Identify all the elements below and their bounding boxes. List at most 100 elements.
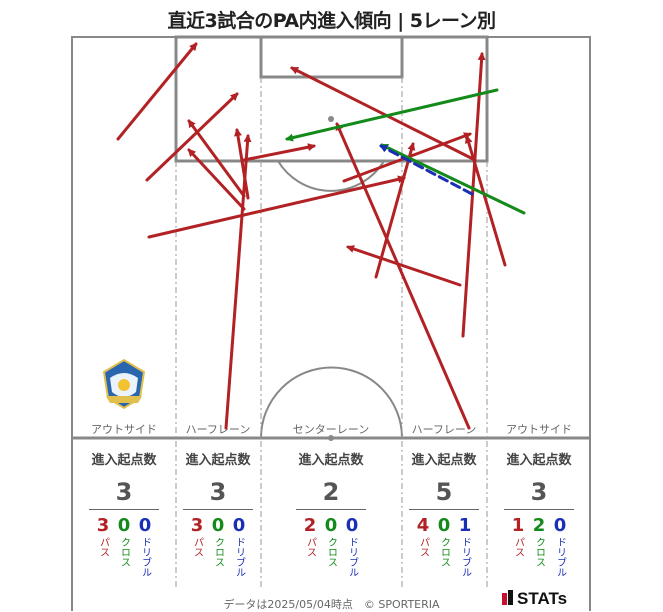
- cross-arrow: [380, 143, 526, 215]
- pass-arrow: [242, 143, 316, 162]
- cross-arrow: [285, 88, 499, 142]
- cross-label: クロス: [325, 537, 337, 567]
- dribble-label: ドリブル: [139, 537, 151, 577]
- cross-count: 0 クロス: [116, 516, 133, 577]
- pass-count-value: 4: [416, 515, 430, 536]
- dribble-count-value: 1: [458, 515, 472, 536]
- cross-count-value: 0: [117, 515, 131, 536]
- lane-stat-4: 進入起点数 5 4 パス 0 クロス 1 ドリブル: [396, 452, 492, 577]
- stat-total: 5: [435, 478, 453, 506]
- page-title: 直近3試合のPA内進入傾向 | 5レーン別: [167, 10, 496, 32]
- lane-name-1: アウトサイド: [91, 423, 157, 436]
- brand-logo: STATs: [502, 589, 567, 609]
- stat-divider: [183, 509, 253, 510]
- stat-divider: [504, 509, 574, 510]
- cross-count: 2 クロス: [531, 516, 548, 577]
- cross-count-value: 0: [211, 515, 225, 536]
- pass-arrow: [346, 245, 462, 287]
- pass-arrow: [187, 119, 246, 198]
- pass-count-value: 1: [511, 515, 525, 536]
- pass-arrow: [234, 128, 250, 200]
- brand-mark-icon: [502, 593, 507, 605]
- pass-arrow: [187, 148, 246, 211]
- center-circle: [260, 366, 403, 439]
- cross-count-value: 0: [324, 515, 338, 536]
- footer-note: データは2025/05/04時点 © SPORTERIA: [223, 598, 440, 611]
- stat-label: 進入起点数: [91, 453, 157, 468]
- cross-label: クロス: [212, 537, 224, 567]
- pass-arrow: [145, 92, 239, 182]
- lane-name-2: ハーフレーン: [186, 423, 251, 436]
- dribble-count: 0 ドリブル: [344, 515, 361, 578]
- dribble-count: 0 ドリブル: [137, 515, 154, 578]
- pass-label: パス: [512, 537, 524, 557]
- dribble-count-value: 0: [345, 515, 359, 536]
- cross-count-value: 2: [532, 515, 546, 536]
- stat-label: 進入起点数: [185, 453, 251, 468]
- dribble-label: ドリブル: [459, 537, 471, 577]
- pass-arrow: [147, 175, 406, 239]
- pass-arrow: [290, 66, 477, 162]
- penalty-spot: [328, 116, 334, 122]
- pass-arrow: [224, 134, 252, 430]
- stat-divider: [409, 509, 479, 510]
- stat-breakdown: 3 パス 0 クロス 0 ドリブル: [170, 515, 266, 578]
- pass-label: パス: [417, 537, 429, 557]
- stat-breakdown: 2 パス 0 クロス 0 ドリブル: [283, 515, 379, 578]
- lane-name-4: ハーフレーン: [412, 423, 477, 436]
- lane-stat-1: 進入起点数 3 3 パス 0 クロス 0 ドリブル: [76, 452, 172, 577]
- lane-name-3: センターレーン: [293, 423, 369, 436]
- arrow-layer: [116, 42, 526, 430]
- dribble-count: 0 ドリブル: [231, 515, 248, 578]
- brand-text: STATs: [517, 589, 568, 608]
- pass-count-value: 3: [96, 515, 110, 536]
- club-emblem-icon: [102, 358, 146, 410]
- cross-count: 0 クロス: [323, 516, 340, 577]
- cross-label: クロス: [533, 537, 545, 567]
- center-spot: [328, 435, 334, 441]
- dribble-count-value: 0: [232, 515, 246, 536]
- dribble-label: ドリブル: [233, 537, 245, 577]
- cross-count-value: 0: [437, 515, 451, 536]
- pass-count: 3 パス: [95, 516, 112, 577]
- pass-count-value: 3: [190, 515, 204, 536]
- stat-label: 進入起点数: [506, 453, 572, 468]
- cross-label: クロス: [118, 537, 130, 567]
- penalty-arc: [277, 160, 385, 192]
- stat-total: 3: [115, 478, 133, 506]
- pass-label: パス: [191, 537, 203, 557]
- stat-label: 進入起点数: [411, 453, 477, 468]
- stat-divider: [296, 509, 366, 510]
- stat-breakdown: 3 パス 0 クロス 0 ドリブル: [76, 515, 172, 578]
- pass-count: 4 パス: [415, 516, 432, 577]
- stat-total: 2: [322, 478, 340, 506]
- cross-label: クロス: [438, 537, 450, 567]
- pass-arrow: [116, 42, 198, 141]
- lane-stat-5: 進入起点数 3 1 パス 2 クロス 0 ドリブル: [491, 452, 587, 577]
- dribble-count: 1 ドリブル: [457, 515, 474, 578]
- dribble-label: ドリブル: [346, 537, 358, 577]
- pass-label: パス: [304, 537, 316, 557]
- stat-total: 3: [530, 478, 548, 506]
- stat-label: 進入起点数: [298, 453, 364, 468]
- lane-name-5: アウトサイド: [506, 423, 572, 436]
- brand-mark-icon: [508, 590, 513, 605]
- pass-count: 2 パス: [302, 516, 319, 577]
- stat-divider: [89, 509, 159, 510]
- stat-breakdown: 4 パス 0 クロス 1 ドリブル: [396, 515, 492, 578]
- lane-stat-2: 進入起点数 3 3 パス 0 クロス 0 ドリブル: [170, 452, 266, 577]
- dribble-count: 0 ドリブル: [552, 516, 569, 578]
- pass-count: 3 パス: [189, 516, 206, 577]
- dribble-arrow: [379, 144, 474, 196]
- pass-label: パス: [97, 537, 109, 557]
- pass-count-value: 2: [303, 515, 317, 536]
- lane-stat-3: 進入起点数 2 2 パス 0 クロス 0 ドリブル: [283, 452, 379, 577]
- stat-breakdown: 1 パス 2 クロス 0 ドリブル: [491, 516, 587, 578]
- stat-total: 3: [209, 478, 227, 506]
- pass-arrow: [335, 122, 471, 430]
- cross-count: 0 クロス: [436, 516, 453, 577]
- dribble-label: ドリブル: [554, 537, 566, 577]
- pass-count: 1 パス: [510, 516, 527, 577]
- dribble-count-value: 0: [138, 515, 152, 536]
